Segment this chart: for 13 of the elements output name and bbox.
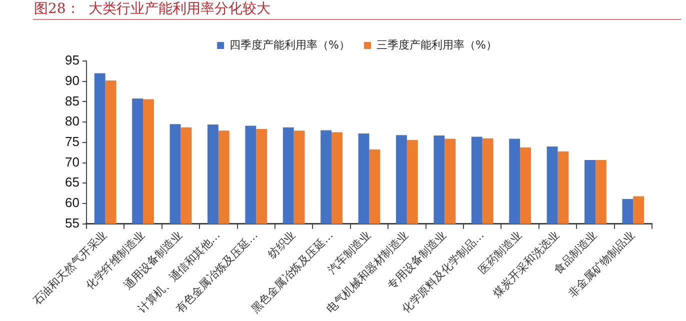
legend-label: 三季度产能利用率（%）: [376, 38, 497, 52]
y-tick-label: 80: [64, 114, 80, 129]
legend-label: 四季度产能利用率（%）: [230, 38, 350, 52]
y-tick-label: 60: [64, 195, 80, 210]
y-tick-label: 95: [64, 52, 80, 68]
x-tick-label: 纺织业: [265, 228, 298, 262]
y-tick-label: 85: [64, 93, 80, 108]
chart-title: 图28： 大类行业产能利用率分化较大: [34, 0, 271, 18]
y-tick-label: 70: [64, 154, 80, 170]
y-tick-label: 55: [64, 215, 80, 230]
y-tick-label: 65: [64, 174, 80, 190]
y-tick-label: 90: [64, 72, 80, 88]
y-tick-label: 75: [64, 134, 80, 150]
